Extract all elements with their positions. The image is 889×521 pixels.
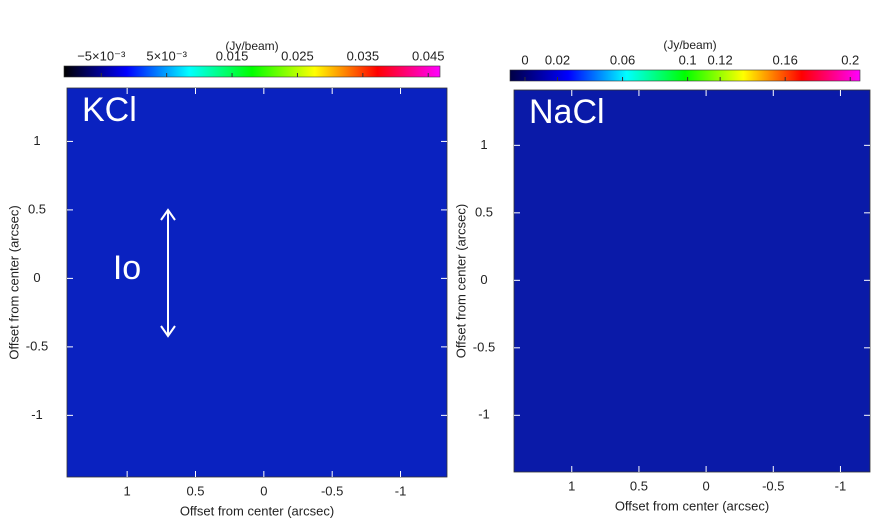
x-tick-label: 0 bbox=[702, 478, 709, 493]
panel-label: NaCl bbox=[529, 93, 605, 131]
x-tick-label: 0 bbox=[260, 483, 267, 498]
x-axis-label: Offset from center (arcsec) bbox=[180, 503, 334, 518]
y-tick-label: -0.5 bbox=[473, 339, 495, 354]
y-tick-label: 1 bbox=[33, 133, 40, 148]
colorbar-tick-label: 0.045 bbox=[412, 48, 445, 63]
y-tick-label: 0 bbox=[33, 270, 40, 285]
x-tick-label: -0.5 bbox=[321, 483, 343, 498]
colorbar-tick-label: −5×10⁻³ bbox=[77, 48, 126, 63]
colorbar-tick-label: 0.02 bbox=[545, 52, 570, 67]
y-axis-label: Offset from center (arcsec) bbox=[6, 205, 21, 359]
y-tick-label: -1 bbox=[31, 407, 43, 422]
frame bbox=[66, 87, 448, 478]
colorbar-tick-label: 0.12 bbox=[707, 52, 732, 67]
colorbar-tick-label: 0 bbox=[521, 52, 528, 67]
map-background bbox=[514, 90, 870, 472]
y-tick-label: 0 bbox=[480, 272, 487, 287]
annotation: Io bbox=[113, 249, 141, 287]
colorbar-tick-label: 0.1 bbox=[679, 52, 697, 67]
x-tick-label: 0.5 bbox=[186, 483, 204, 498]
y-tick-label: -0.5 bbox=[26, 338, 48, 353]
colorbar bbox=[509, 69, 861, 82]
panel-label: KCl bbox=[82, 91, 137, 129]
x-tick-label: -0.5 bbox=[762, 478, 784, 493]
frame bbox=[513, 89, 871, 473]
x-tick-label: 1 bbox=[568, 478, 575, 493]
y-tick-label: 1 bbox=[480, 137, 487, 152]
arrow-head bbox=[160, 208, 176, 338]
y-tick-label: -1 bbox=[478, 407, 490, 422]
colorbar-tick-label: 5×10⁻³ bbox=[146, 48, 187, 63]
map-background bbox=[67, 88, 447, 477]
colorbar bbox=[63, 65, 441, 78]
y-axis-label: Offset from center (arcsec) bbox=[453, 204, 468, 358]
colorbar-tick-label: 0.035 bbox=[347, 48, 380, 63]
x-tick-label: 1 bbox=[124, 483, 131, 498]
y-tick-label: 0.5 bbox=[28, 201, 46, 216]
x-tick-label: -1 bbox=[395, 483, 407, 498]
y-tick-label: 0.5 bbox=[475, 204, 493, 219]
x-tick-label: 0.5 bbox=[630, 478, 648, 493]
x-axis-label: Offset from center (arcsec) bbox=[615, 498, 769, 513]
colorbar-tick-label: 0.2 bbox=[841, 52, 859, 67]
colorbar-label: (Jy/beam) bbox=[663, 38, 716, 52]
colorbar-tick-label: 0.06 bbox=[610, 52, 635, 67]
colorbar-tick-label: 0.015 bbox=[216, 48, 249, 63]
colorbar-tick-label: 0.16 bbox=[773, 52, 798, 67]
colorbar-tick-label: 0.025 bbox=[281, 48, 314, 63]
colorbar-label: (Jy/beam) bbox=[225, 39, 278, 53]
x-tick-label: -1 bbox=[835, 478, 847, 493]
